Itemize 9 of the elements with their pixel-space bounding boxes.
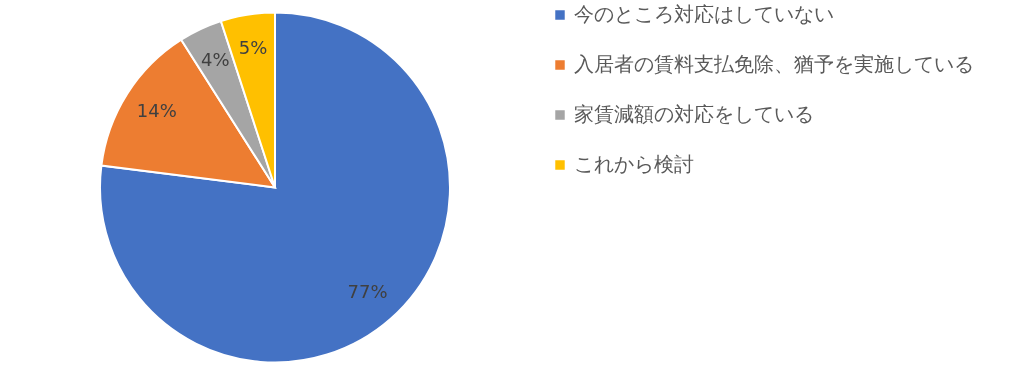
data-label: 77%: [347, 280, 388, 302]
pie-slice: [99, 11, 451, 364]
legend-label: これから検討: [574, 152, 694, 176]
legend-label: 入居者の賃料支払免除、猶予を実施している: [574, 52, 974, 76]
legend-label: 家賃減額の対応をしている: [574, 102, 814, 126]
data-label: 5%: [238, 37, 268, 59]
legend-label: 今のところ対応はしていない: [574, 2, 834, 26]
data-label: 4%: [201, 48, 230, 70]
data-label: 14%: [136, 100, 177, 122]
